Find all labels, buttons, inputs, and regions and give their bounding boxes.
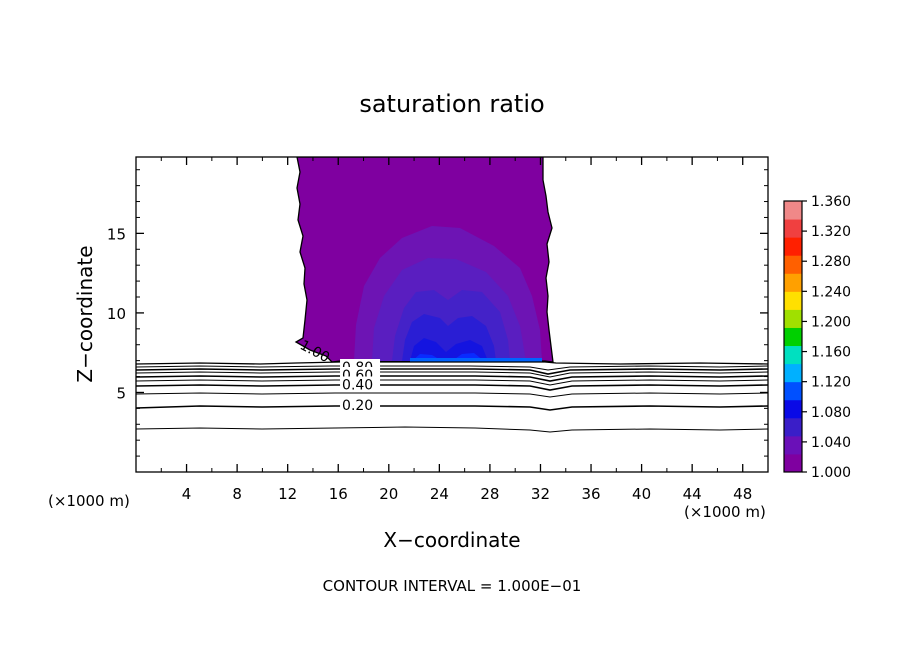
- colorbar-swatch: [784, 237, 802, 256]
- colorbar-swatch: [784, 219, 802, 238]
- x-tick-label: 20: [379, 485, 398, 503]
- plot-frame: [135, 156, 769, 473]
- contour-line-0.60: [136, 375, 768, 382]
- x-tick-label: 24: [430, 485, 449, 503]
- colorbar-label: 1.080: [811, 405, 851, 421]
- x-tick-label: 32: [531, 485, 550, 503]
- colorbar-swatch: [784, 291, 802, 310]
- contour-label-bg: [340, 397, 381, 410]
- colorbar-swatch: [784, 327, 802, 347]
- x-unit-left: (×1000 m): [48, 492, 130, 510]
- x-tick-label: 12: [278, 485, 297, 503]
- x-tick-label: 48: [733, 485, 752, 503]
- colorbar-frame: [783, 200, 803, 473]
- x-tick-label: 8: [232, 485, 242, 503]
- colorbar-label: 1.320: [811, 224, 851, 240]
- contour-label: 0.40: [342, 378, 373, 394]
- colorbar-swatch: [784, 345, 802, 365]
- colorbar-swatch: [784, 435, 802, 455]
- x-tick-label: 28: [480, 485, 499, 503]
- contour-line-0.50: [136, 379, 768, 386]
- contour-line-0.20: [136, 405, 768, 411]
- y-axis: 5 10 15: [107, 169, 768, 457]
- colorbar-label: 1.360: [811, 194, 851, 210]
- contour-label-bg: [340, 376, 381, 389]
- y-tick-label: 5: [116, 384, 126, 402]
- contour-line-0.80: [136, 368, 768, 375]
- colorbar-swatch: [784, 399, 802, 419]
- colorbar-swatch: [784, 453, 802, 473]
- contour-line-1.00: [136, 361, 768, 365]
- x-axis: 4 8 12 16 20 24 28 32 36 40 44 48: [160, 157, 752, 503]
- colorbar-label: 1.240: [811, 284, 851, 300]
- x-unit-right: (×1000 m): [684, 503, 766, 521]
- chart-title: saturation ratio: [359, 90, 544, 118]
- y-axis-label: Z−coordinate: [73, 245, 97, 382]
- colorbar-swatch: [784, 201, 802, 220]
- colorbar-label: 1.000: [811, 465, 851, 481]
- contour-interval-note: CONTOUR INTERVAL = 1.000E−01: [323, 577, 582, 595]
- colorbar-label: 1.120: [811, 375, 851, 391]
- plot-area: 1.000.800.600.400.20: [135, 156, 769, 473]
- contour-line-0.70: [136, 371, 768, 378]
- x-tick-label: 4: [182, 485, 192, 503]
- colorbar-swatch: [784, 417, 802, 437]
- y-tick-label: 10: [107, 305, 126, 323]
- contour-line-0.40: [136, 384, 768, 391]
- filled-region: [294, 157, 554, 363]
- colorbar-label: 1.160: [811, 345, 851, 361]
- colorbar-swatch: [784, 273, 802, 292]
- contour-line-0.30: [136, 392, 768, 398]
- colorbar-swatch: [784, 255, 802, 274]
- colorbar-swatch: [784, 381, 802, 401]
- colorbar-swatch: [784, 309, 802, 328]
- colorbar-label: 1.280: [811, 254, 851, 270]
- colorbar-label: 1.200: [811, 314, 851, 330]
- region-level-8: [410, 358, 542, 362]
- colorbar-swatch: [784, 363, 802, 383]
- contour-line-0.90: [136, 365, 768, 371]
- y-tick-label: 15: [107, 225, 126, 243]
- contour-line-0.10: [136, 426, 768, 433]
- x-tick-label: 36: [581, 485, 600, 503]
- x-tick-label: 40: [632, 485, 651, 503]
- x-axis-label: X−coordinate: [383, 528, 520, 552]
- x-tick-label: 44: [683, 485, 702, 503]
- x-tick-label: 16: [329, 485, 348, 503]
- colorbar: 1.360 1.320 1.280 1.240 1.200 1.160 1.120 1.080…: [783, 194, 851, 481]
- contour-lines: [136, 361, 768, 433]
- contour-label-bg: [340, 366, 381, 379]
- contour-label: 0.20: [342, 398, 373, 414]
- colorbar-label: 1.040: [811, 435, 851, 451]
